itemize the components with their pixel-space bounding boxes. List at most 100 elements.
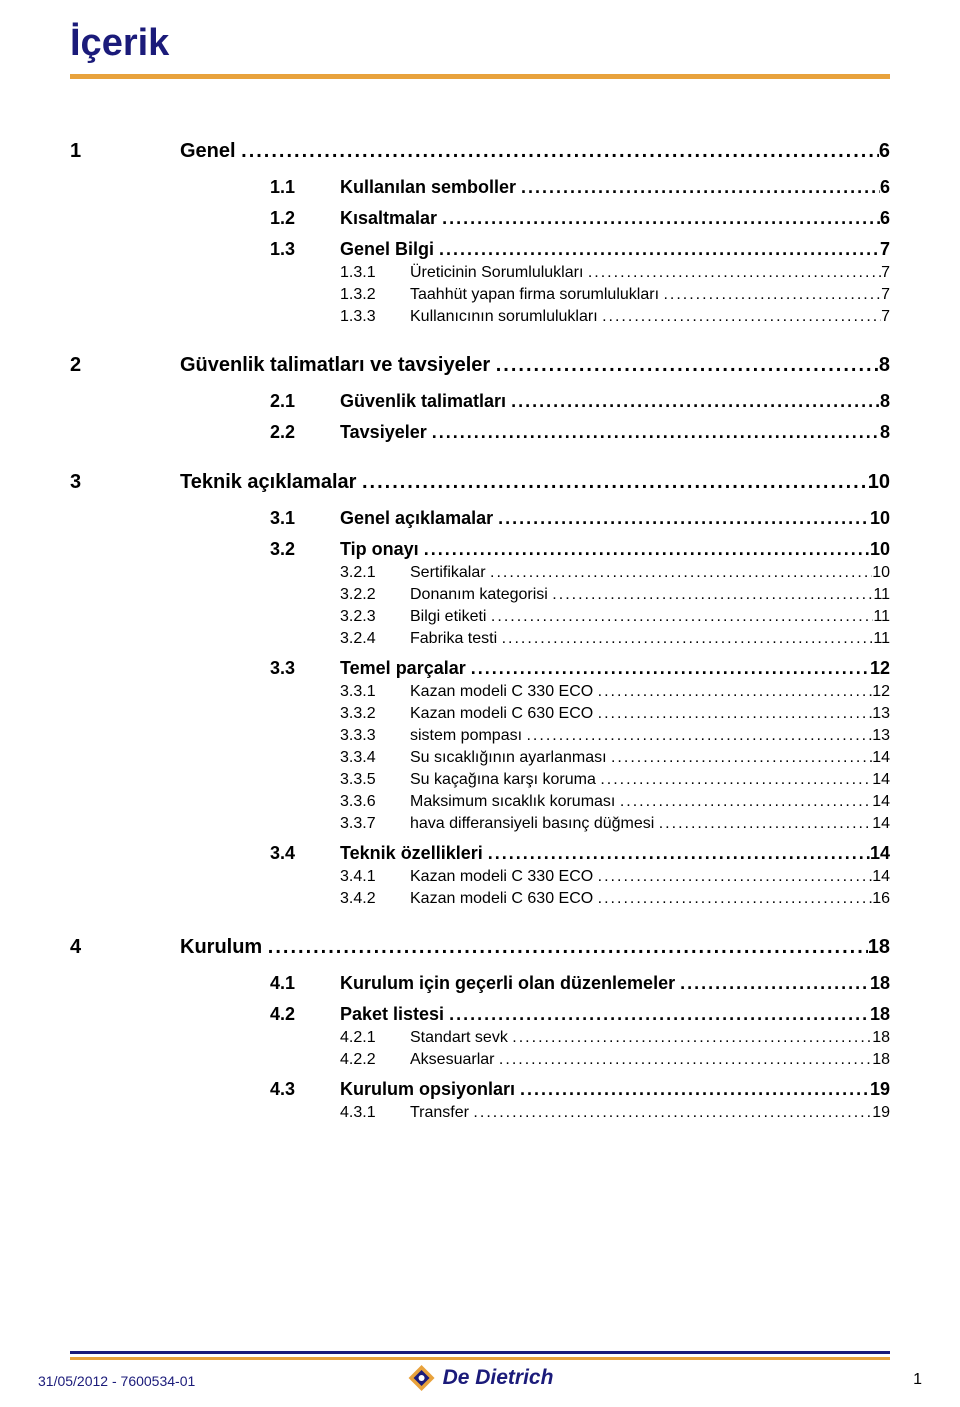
toc-title: Kazan modeli C 330 ECO xyxy=(410,868,598,886)
toc-entry: 3.2.3Bilgi etiketi 11 xyxy=(340,608,890,626)
toc-page: 7 xyxy=(880,239,890,260)
toc-title: Fabrika testi xyxy=(410,630,502,648)
toc-number: 3.2.3 xyxy=(340,608,410,626)
toc-page: 10 xyxy=(868,471,890,494)
toc-leader-dots xyxy=(611,749,872,767)
toc-entry: 4.2.1Standart sevk 18 xyxy=(340,1029,890,1047)
toc-title: Genel xyxy=(180,140,241,163)
toc-page: 18 xyxy=(872,1029,890,1047)
toc-leader-dots xyxy=(520,1079,870,1100)
toc-number: 3.3.2 xyxy=(340,705,410,723)
toc-number: 3.3.5 xyxy=(340,771,410,789)
toc-number: 1.3.3 xyxy=(340,308,410,326)
toc-leader-dots xyxy=(588,264,881,282)
toc-leader-dots xyxy=(424,539,870,560)
toc-number: 4 xyxy=(70,936,180,959)
toc-title: Taahhüt yapan firma sorumlulukları xyxy=(410,286,663,304)
toc-leader-dots xyxy=(496,354,879,377)
toc-entry: 3.3.5Su kaçağına karşı koruma 14 xyxy=(340,771,890,789)
title-underline xyxy=(70,74,890,79)
toc-title: Teknik özellikleri xyxy=(340,843,488,864)
toc-entry: 2Güvenlik talimatları ve tavsiyeler 8 xyxy=(70,354,890,377)
toc-number: 3.3.4 xyxy=(340,749,410,767)
brand-logo: De Dietrich xyxy=(407,1363,554,1393)
footer-docnum: 7600534-01 xyxy=(121,1373,196,1389)
toc-title: Kurulum için geçerli olan düzenlemeler xyxy=(340,973,680,994)
page-title: İçerik xyxy=(70,22,169,65)
toc-leader-dots xyxy=(499,1051,872,1069)
toc-entry: 1.1Kullanılan semboller 6 xyxy=(270,177,890,198)
toc-leader-dots xyxy=(442,208,880,229)
toc-entry: 2.1Güvenlik talimatları 8 xyxy=(270,391,890,412)
toc-page: 14 xyxy=(872,749,890,767)
toc-title: Teknik açıklamalar xyxy=(180,471,362,494)
toc-page: 6 xyxy=(879,140,890,163)
toc-page: 14 xyxy=(872,815,890,833)
toc-entry: 3.3Temel parçalar 12 xyxy=(270,658,890,679)
toc-entry: 4.1Kurulum için geçerli olan düzenlemele… xyxy=(270,973,890,994)
toc-page: 19 xyxy=(870,1079,890,1100)
toc-title: Aksesuarlar xyxy=(410,1051,499,1069)
toc-title: Kurulum opsiyonları xyxy=(340,1079,520,1100)
toc-entry: 4.3.1Transfer 19 xyxy=(340,1104,890,1122)
toc-page: 18 xyxy=(870,1004,890,1025)
toc-number: 4.1 xyxy=(270,973,340,994)
toc-title: Genel açıklamalar xyxy=(340,508,498,529)
toc-leader-dots xyxy=(512,1029,872,1047)
toc-number: 1.1 xyxy=(270,177,340,198)
toc-number: 1.2 xyxy=(270,208,340,229)
toc-title: Su sıcaklığının ayarlanması xyxy=(410,749,611,767)
toc-leader-dots xyxy=(552,586,873,604)
toc-number: 2 xyxy=(70,354,180,377)
footer-date-text: 31/05/2012 xyxy=(38,1373,108,1389)
toc-leader-dots xyxy=(432,422,880,443)
toc-title: Güvenlik talimatları ve tavsiyeler xyxy=(180,354,496,377)
toc-page: 7 xyxy=(881,264,890,282)
toc-number: 3.4 xyxy=(270,843,340,864)
toc-page: 18 xyxy=(872,1051,890,1069)
toc-page: 6 xyxy=(880,208,890,229)
toc-leader-dots xyxy=(471,658,870,679)
toc-title: Paket listesi xyxy=(340,1004,449,1025)
toc-entry: 1.3.1Üreticinin Sorumlulukları 7 xyxy=(340,264,890,282)
toc-page: 13 xyxy=(872,705,890,723)
toc-leader-dots xyxy=(598,868,873,886)
toc-leader-dots xyxy=(680,973,870,994)
toc-title: Kısaltmalar xyxy=(340,208,442,229)
toc-number: 3.3.7 xyxy=(340,815,410,833)
toc-leader-dots xyxy=(473,1104,872,1122)
toc-title: Kazan modeli C 630 ECO xyxy=(410,705,598,723)
toc-title: Tavsiyeler xyxy=(340,422,432,443)
toc-number: 4.2.2 xyxy=(340,1051,410,1069)
toc-title: Sertifikalar xyxy=(410,564,490,582)
toc-leader-dots xyxy=(490,564,872,582)
footer: 31/05/2012 - 7600534-01 De Dietrich 1 xyxy=(0,1351,960,1407)
toc-entry: 2.2Tavsiyeler 8 xyxy=(270,422,890,443)
toc-number: 3.3.1 xyxy=(340,683,410,701)
toc-page: 18 xyxy=(870,973,890,994)
toc-entry: 4.3Kurulum opsiyonları 19 xyxy=(270,1079,890,1100)
toc-leader-dots xyxy=(663,286,881,304)
toc-entry: 3Teknik açıklamalar 10 xyxy=(70,471,890,494)
toc-entry: 3.3.4Su sıcaklığının ayarlanması 14 xyxy=(340,749,890,767)
toc-leader-dots xyxy=(488,843,870,864)
toc-title: Temel parçalar xyxy=(340,658,471,679)
toc-entry: 1.2Kısaltmalar 6 xyxy=(270,208,890,229)
toc-page: 19 xyxy=(872,1104,890,1122)
toc-page: 14 xyxy=(872,771,890,789)
toc-entry: 4.2Paket listesi 18 xyxy=(270,1004,890,1025)
toc-leader-dots xyxy=(602,308,881,326)
toc-leader-dots xyxy=(620,793,872,811)
toc-entry: 3.2.1Sertifikalar 10 xyxy=(340,564,890,582)
footer-rule-orange xyxy=(70,1357,890,1360)
toc-number: 4.3 xyxy=(270,1079,340,1100)
toc-leader-dots xyxy=(362,471,868,494)
toc-entry: 3.3.7hava differansiyeli basınç düğmesi … xyxy=(340,815,890,833)
toc-number: 3.3.3 xyxy=(340,727,410,745)
toc-title: Kazan modeli C 630 ECO xyxy=(410,890,598,908)
toc-page: 14 xyxy=(870,843,890,864)
toc-entry: 3.4.1Kazan modeli C 330 ECO 14 xyxy=(340,868,890,886)
footer-page-number: 1 xyxy=(913,1371,922,1389)
toc-entry: 3.3.6Maksimum sıcaklık koruması 14 xyxy=(340,793,890,811)
toc-leader-dots xyxy=(659,815,872,833)
